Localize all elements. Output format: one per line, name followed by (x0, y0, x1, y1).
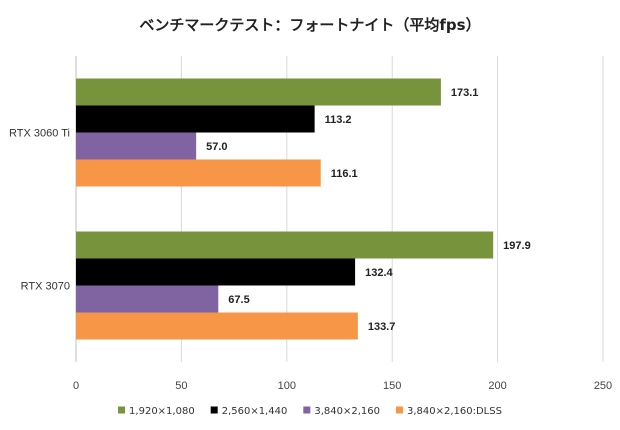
bar (76, 312, 358, 340)
x-tick-label: 0 (73, 380, 79, 392)
category-label: RTX 3070 (21, 281, 70, 293)
x-tick-label: 250 (594, 380, 612, 392)
x-tick-label: 150 (383, 380, 401, 392)
bars (76, 78, 494, 340)
legend-label: 3,840×2,160:DLSS (407, 406, 502, 417)
data-label: 116.1 (331, 168, 358, 180)
data-label: 67.5 (228, 294, 249, 306)
x-tick-label: 50 (175, 380, 187, 392)
data-label: 197.9 (503, 240, 531, 252)
bar (76, 231, 494, 259)
legend-swatch (303, 406, 311, 414)
bar (76, 258, 356, 286)
legend-swatch (395, 406, 403, 414)
x-tick-label: 100 (278, 380, 296, 392)
bar (76, 78, 441, 106)
bar (76, 132, 197, 160)
legend-swatch (118, 406, 126, 414)
data-labels: 173.1 113.2 57.0 116.1 197.9 132.4 67.5 133.7 (206, 87, 531, 333)
bar (76, 159, 321, 187)
legend: 1,920×1,080 2,560×1,440 3,840×2,160 3,840×2… (118, 406, 502, 417)
legend-label: 1,920×1,080 (129, 406, 195, 417)
data-label: 133.7 (368, 321, 396, 333)
data-label: 132.4 (365, 267, 393, 279)
x-axis-ticks: 0 50 100 150 200 250 (73, 380, 612, 392)
x-tick-label: 200 (488, 380, 506, 392)
legend-swatch (210, 406, 218, 414)
legend-label: 2,560×1,440 (222, 406, 288, 417)
bar (76, 285, 219, 313)
chart-title: ベンチマークテスト：フォートナイト（平均fps） (139, 16, 480, 34)
bar (76, 105, 315, 133)
legend-label: 3,840×2,160 (314, 406, 380, 417)
data-label: 173.1 (451, 87, 479, 99)
data-label: 113.2 (325, 114, 352, 126)
data-label: 57.0 (206, 141, 227, 153)
category-labels: RTX 3060 Ti RTX 3070 (9, 128, 70, 293)
category-label: RTX 3060 Ti (9, 128, 70, 140)
